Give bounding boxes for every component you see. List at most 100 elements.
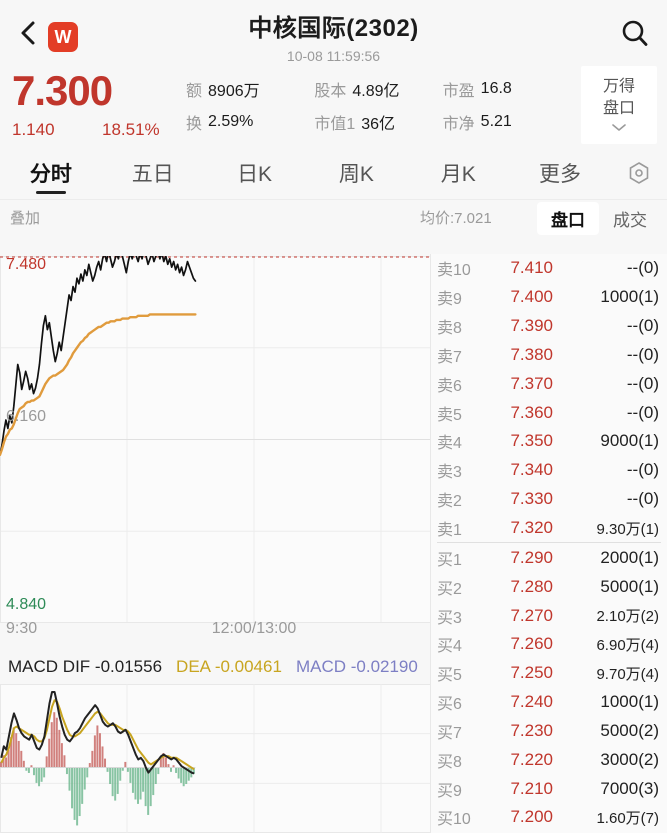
segment-trades[interactable]: 成交 (613, 211, 647, 230)
macd-dea-readout: DEA -0.00461 (176, 657, 282, 677)
price-change-pct: 18.51% (102, 120, 160, 139)
macd-header: MACD DIF -0.01556 DEA -0.00461 MACD -0.0… (0, 652, 440, 682)
orderbook-level-label: 买7 (437, 724, 462, 742)
orderbook-volume: 5000(1) (600, 576, 659, 596)
tab-monthly-k[interactable]: 月K (407, 146, 509, 199)
orderbook-row-sell[interactable]: 卖6 7.370 --(0) (431, 369, 667, 398)
orderbook-row-buy[interactable]: 买3 7.270 2.10万(2) (431, 601, 667, 630)
back-button[interactable] (18, 20, 38, 46)
title-block: 中核国际(2302) 10-08 11:59:56 (0, 8, 667, 64)
stat-turnover: 换 2.59% (186, 105, 314, 138)
orderbook-level-label: 卖1 (437, 522, 462, 540)
orderbook-row-sell[interactable]: 卖2 7.330 --(0) (431, 485, 667, 514)
last-price: 7.300 (12, 67, 113, 114)
stat-value: 16.8 (480, 79, 512, 97)
orderbook-row-buy[interactable]: 买9 7.210 7000(3) (431, 774, 667, 803)
tab-five-day[interactable]: 五日 (102, 146, 204, 199)
stat-amount: 额 8906万 (186, 72, 314, 105)
orderbook-row-sell[interactable]: 卖8 7.390 --(0) (431, 312, 667, 341)
time-tick-midday: 12:00/13:00 (211, 620, 297, 637)
orderbook-level-label: 卖9 (437, 291, 462, 309)
tab-intraday[interactable]: 分时 (0, 146, 102, 199)
orderbook-row-buy[interactable]: 买7 7.230 5000(2) (431, 717, 667, 746)
avg-price-label: 均价:7.021 (420, 210, 492, 227)
orderbook-volume: 2000(1) (600, 547, 659, 567)
orderbook-price: 7.230 (510, 720, 553, 740)
orderbook-level-label: 买3 (437, 609, 462, 627)
wind-button-line2: 盘口 (602, 99, 635, 117)
orderbook-row-buy[interactable]: 买4 7.260 6.90万(4) (431, 630, 667, 659)
orderbook-price: 7.240 (510, 692, 553, 712)
orderbook-row-buy[interactable]: 买5 7.250 9.70万(4) (431, 659, 667, 688)
orderbook-row-sell[interactable]: 卖4 7.350 9000(1) (431, 427, 667, 456)
stat-key: 市净 (442, 115, 475, 133)
orderbook-row-sell[interactable]: 卖5 7.360 --(0) (431, 398, 667, 427)
wind-orderbook-button[interactable]: 万得 盘口 (581, 66, 657, 144)
orderbook-level-label: 卖10 (437, 262, 471, 280)
orderbook-price: 7.370 (510, 373, 553, 393)
orderbook-row-buy[interactable]: 买2 7.280 5000(1) (431, 572, 667, 601)
orderbook-price: 7.390 (510, 316, 553, 336)
quote-timestamp: 10-08 11:59:56 (286, 48, 381, 64)
orderbook-price: 7.270 (510, 605, 553, 625)
wind-button-line1: 万得 (602, 77, 635, 95)
orderbook-volume: --(0) (626, 373, 659, 393)
quote-summary: 7.300 1.140 18.51% 额 8906万 股本 4.89亿 市盈 1… (0, 66, 667, 146)
stat-value: 36亿 (361, 115, 396, 133)
orderbook-volume: 7000(3) (600, 778, 659, 798)
stat-pe: 市盈 16.8 (443, 72, 571, 105)
tab-more[interactable]: 更多 (509, 146, 611, 199)
price-change-row: 1.140 18.51% (12, 120, 187, 140)
macd-dea-value: -0.00461 (214, 657, 282, 676)
orderbook-volume: 2.10万(2) (596, 608, 659, 626)
orderbook-level-label: 买9 (437, 782, 462, 800)
tab-weekly-k[interactable]: 周K (305, 146, 407, 199)
orderbook-price: 7.410 (510, 258, 553, 278)
macd-dea-label: DEA (176, 657, 211, 676)
price-column: 7.300 1.140 18.51% (12, 70, 187, 140)
orderbook-price: 7.210 (510, 778, 553, 798)
orderbook-row-buy[interactable]: 买8 7.220 3000(2) (431, 745, 667, 774)
stat-shares: 股本 4.89亿 (314, 72, 442, 105)
orderbook-row-sell[interactable]: 卖7 7.380 --(0) (431, 341, 667, 370)
orderbook-price: 7.320 (510, 518, 553, 538)
order-book-panel[interactable]: 卖10 7.410 --(0) 卖9 7.400 1000(1) 卖8 7.390 --(0) 卖… (430, 254, 667, 833)
orderbook-volume: 1000(1) (600, 287, 659, 307)
orderbook-level-label: 卖3 (437, 464, 462, 482)
orderbook-row-buy[interactable]: 买1 7.290 2000(1) (431, 543, 667, 572)
orderbook-volume: --(0) (626, 489, 659, 509)
orderbook-row-buy[interactable]: 买10 7.200 1.60万(7) (431, 803, 667, 832)
macd-chart[interactable] (0, 684, 508, 833)
orderbook-price: 7.250 (510, 663, 553, 683)
orderbook-level-label: 买5 (437, 667, 462, 685)
search-button[interactable] (619, 18, 651, 50)
orderbook-row-buy[interactable]: 买6 7.240 1000(1) (431, 688, 667, 717)
stat-value: 8906万 (208, 82, 260, 100)
orderbook-row-sell[interactable]: 卖10 7.410 --(0) (431, 254, 667, 283)
macd-title: MACD (8, 657, 59, 676)
orderbook-segmented-control: 盘口 成交 (537, 202, 661, 235)
orderbook-volume: 9000(1) (600, 431, 659, 451)
app-logo-letter: W (54, 27, 72, 47)
orderbook-price: 7.340 (510, 460, 553, 480)
overlay-toggle[interactable]: 叠加 (10, 210, 41, 227)
tab-daily-k[interactable]: 日K (204, 146, 306, 199)
chart-subheader: 叠加 均价:7.021 盘口 成交 (0, 200, 667, 235)
stat-marketcap: 市值1 36亿 (314, 105, 442, 138)
segment-orderbook[interactable]: 盘口 (537, 202, 599, 235)
orderbook-level-label: 买6 (437, 696, 462, 714)
orderbook-row-sell[interactable]: 卖3 7.340 --(0) (431, 456, 667, 485)
stat-pb: 市净 5.21 (443, 105, 571, 138)
orderbook-volume: --(0) (626, 402, 659, 422)
app-logo[interactable]: W (48, 22, 78, 52)
chart-settings-button[interactable] (611, 160, 667, 186)
orderbook-price: 7.260 (510, 634, 553, 654)
orderbook-volume: --(0) (626, 258, 659, 278)
orderbook-volume: --(0) (626, 460, 659, 480)
tab-label: 分时 (29, 162, 72, 186)
orderbook-row-sell[interactable]: 卖9 7.400 1000(1) (431, 283, 667, 312)
orderbook-row-sell[interactable]: 卖1 7.320 9.30万(1) (431, 514, 667, 543)
price-change: 1.140 (12, 120, 55, 139)
orderbook-divider (437, 542, 661, 544)
top-bar: W 中核国际(2302) 10-08 11:59:56 (0, 0, 667, 66)
